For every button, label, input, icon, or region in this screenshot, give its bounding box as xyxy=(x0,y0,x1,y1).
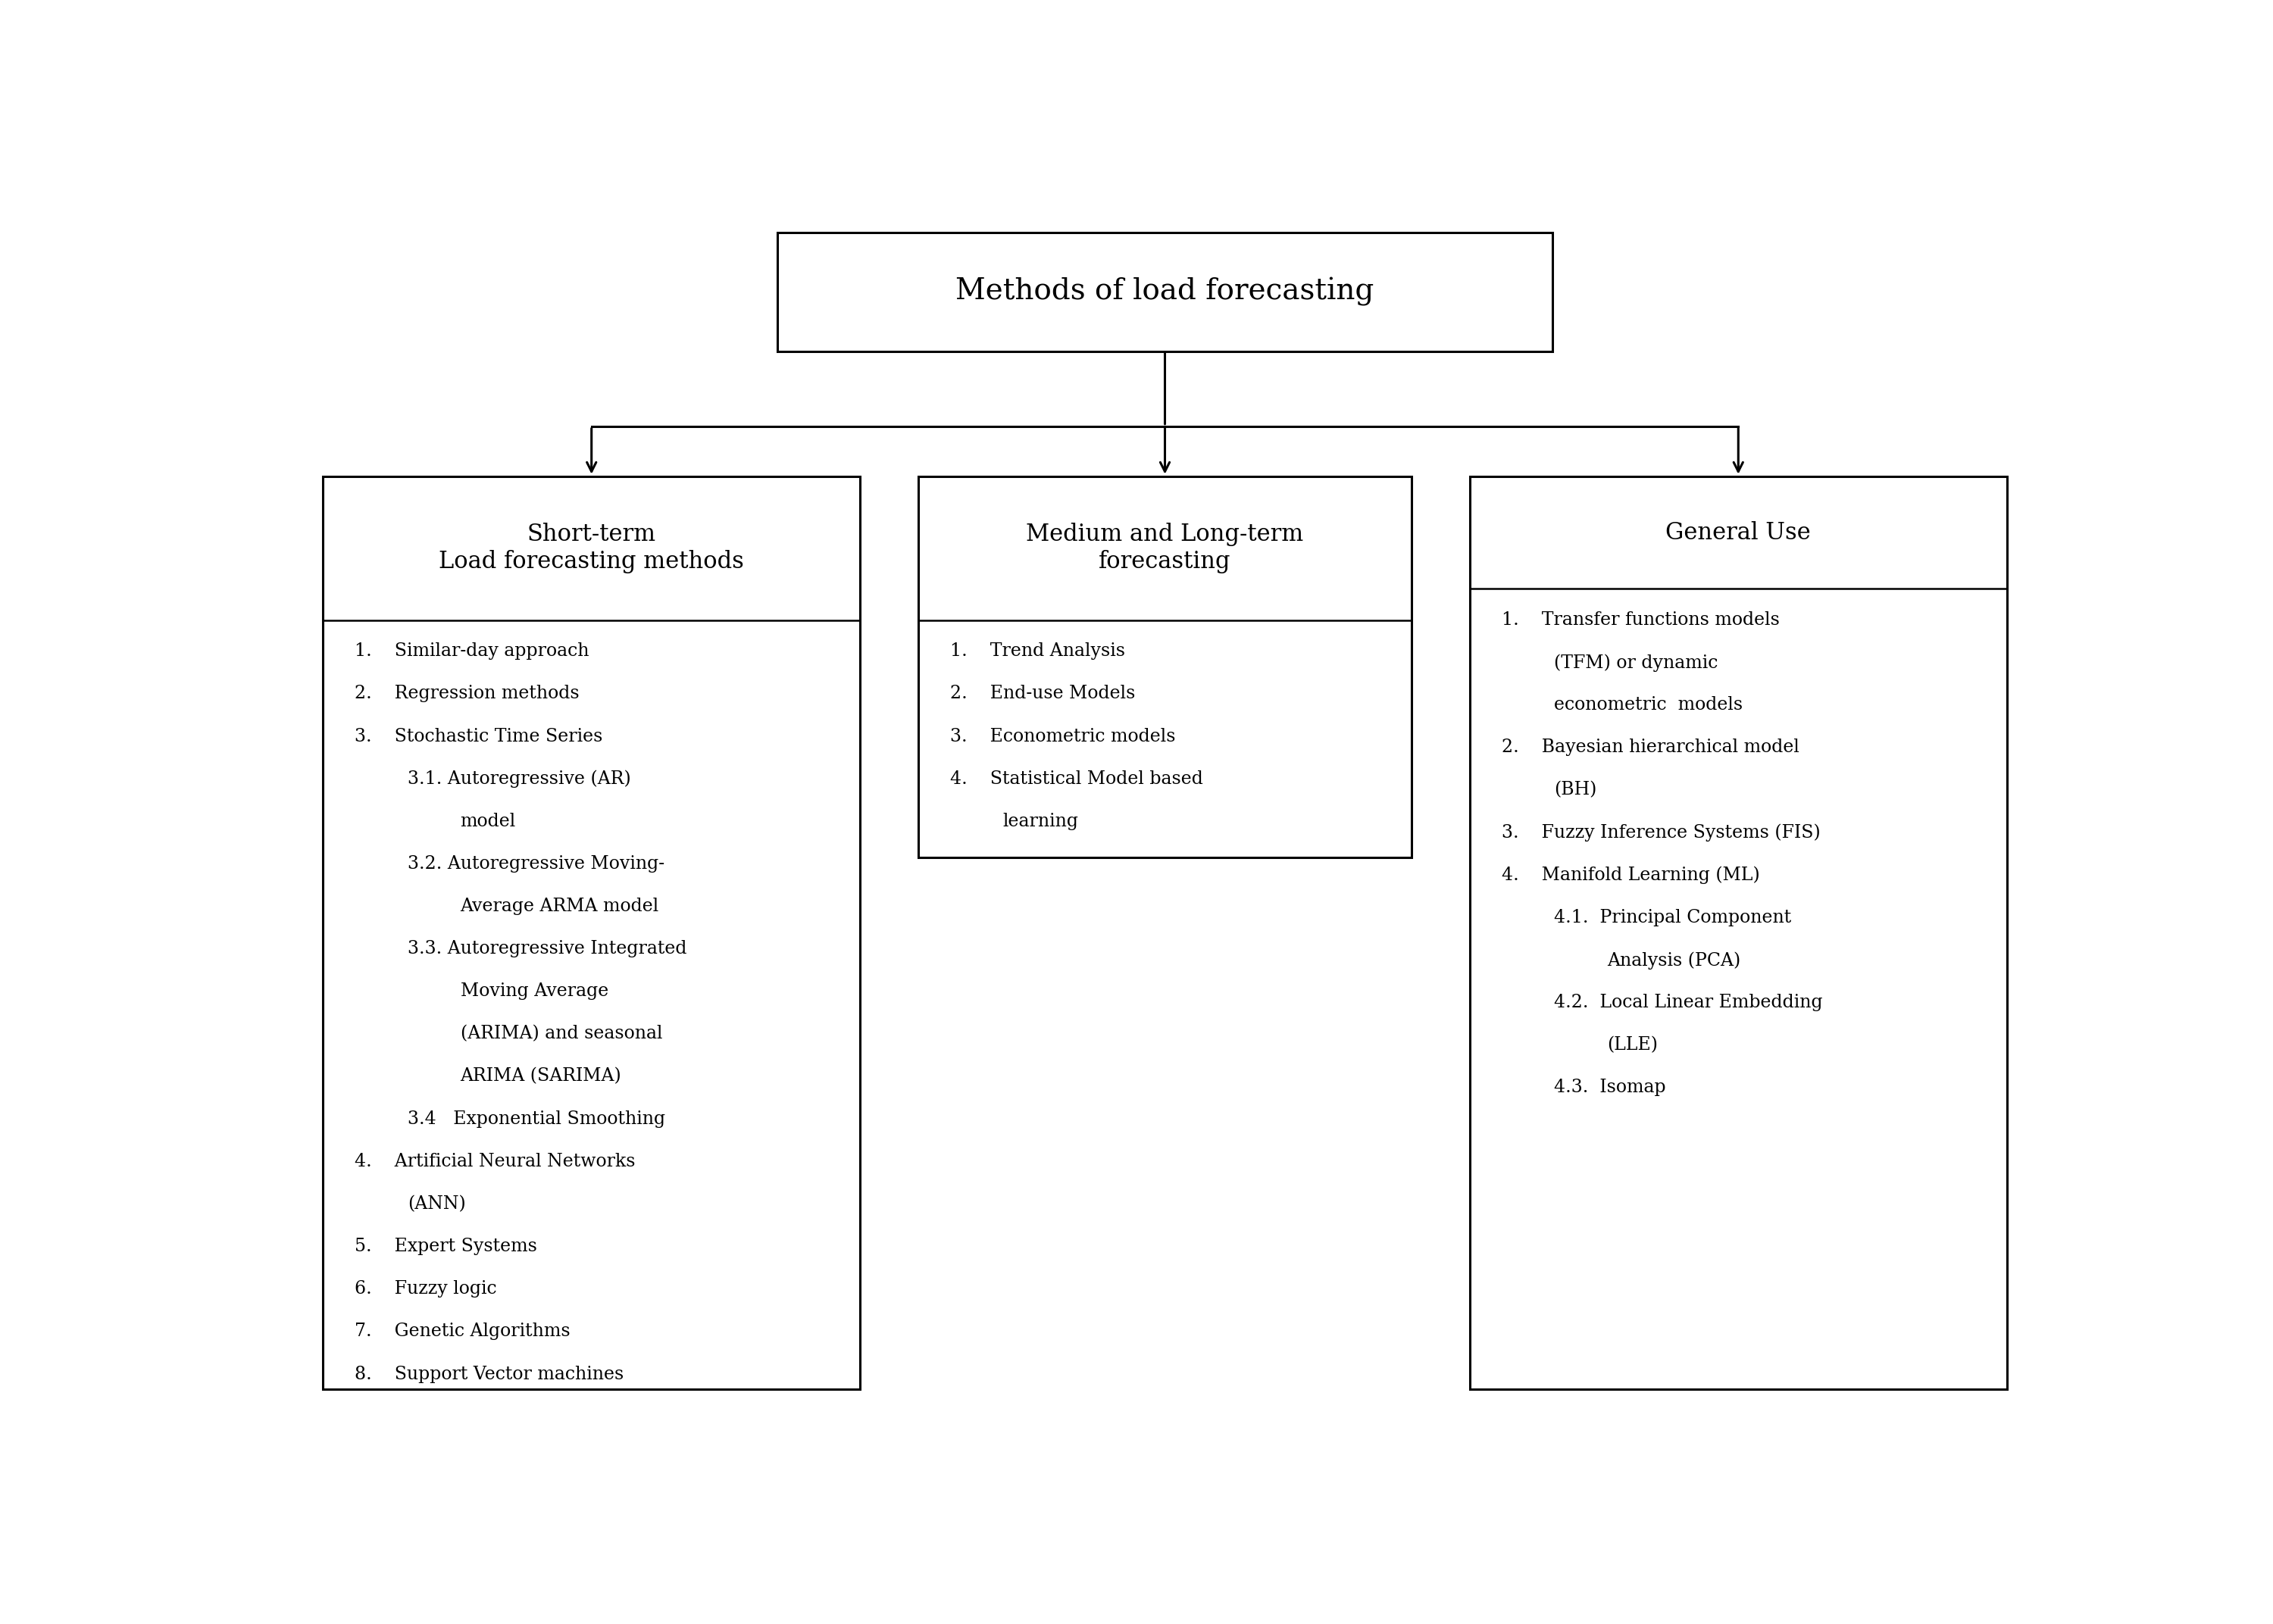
Text: (ANN): (ANN) xyxy=(407,1195,466,1213)
Text: Methods of load forecasting: Methods of load forecasting xyxy=(955,278,1375,307)
Text: econometric  models: econometric models xyxy=(1555,697,1743,713)
FancyBboxPatch shape xyxy=(323,476,859,1389)
Text: 1.    Similar-day approach: 1. Similar-day approach xyxy=(355,643,589,659)
Text: 3.    Stochastic Time Series: 3. Stochastic Time Series xyxy=(355,728,602,745)
Text: General Use: General Use xyxy=(1666,521,1812,544)
Text: (TFM) or dynamic: (TFM) or dynamic xyxy=(1555,654,1718,672)
Text: 5.    Expert Systems: 5. Expert Systems xyxy=(355,1237,536,1255)
Text: 1.    Trend Analysis: 1. Trend Analysis xyxy=(950,643,1125,659)
Text: 6.    Fuzzy logic: 6. Fuzzy logic xyxy=(355,1280,498,1298)
Text: Short-term
Load forecasting methods: Short-term Load forecasting methods xyxy=(439,523,743,573)
Text: 3.    Fuzzy Inference Systems (FIS): 3. Fuzzy Inference Systems (FIS) xyxy=(1502,823,1821,841)
Text: 3.3. Autoregressive Integrated: 3.3. Autoregressive Integrated xyxy=(407,940,686,958)
Text: Average ARMA model: Average ARMA model xyxy=(459,898,659,914)
Text: 3.2. Autoregressive Moving-: 3.2. Autoregressive Moving- xyxy=(407,856,664,872)
Text: 4.    Manifold Learning (ML): 4. Manifold Learning (ML) xyxy=(1502,866,1759,883)
Text: Moving Average: Moving Average xyxy=(459,983,609,1000)
Text: 4.3.  Isomap: 4.3. Isomap xyxy=(1555,1078,1666,1096)
Text: 2.    Regression methods: 2. Regression methods xyxy=(355,685,580,703)
Text: 1.    Transfer functions models: 1. Transfer functions models xyxy=(1502,611,1780,628)
FancyBboxPatch shape xyxy=(918,476,1412,857)
Text: 3.    Econometric models: 3. Econometric models xyxy=(950,728,1175,745)
Text: 3.1. Autoregressive (AR): 3.1. Autoregressive (AR) xyxy=(407,770,630,788)
Text: 8.    Support Vector machines: 8. Support Vector machines xyxy=(355,1366,623,1382)
Text: 4.    Statistical Model based: 4. Statistical Model based xyxy=(950,770,1202,788)
Text: Medium and Long-term
forecasting: Medium and Long-term forecasting xyxy=(1025,523,1305,573)
FancyBboxPatch shape xyxy=(777,232,1552,351)
FancyBboxPatch shape xyxy=(1471,476,2007,1389)
Text: 3.4   Exponential Smoothing: 3.4 Exponential Smoothing xyxy=(407,1111,666,1127)
Text: ARIMA (SARIMA): ARIMA (SARIMA) xyxy=(459,1067,621,1085)
Text: (BH): (BH) xyxy=(1555,781,1598,799)
Text: learning: learning xyxy=(1002,812,1080,830)
Text: 4.    Artificial Neural Networks: 4. Artificial Neural Networks xyxy=(355,1153,634,1171)
Text: 2.    Bayesian hierarchical model: 2. Bayesian hierarchical model xyxy=(1502,739,1798,757)
Text: 4.2.  Local Linear Embedding: 4.2. Local Linear Embedding xyxy=(1555,994,1823,1012)
Text: (ARIMA) and seasonal: (ARIMA) and seasonal xyxy=(459,1025,661,1043)
Text: (LLE): (LLE) xyxy=(1607,1036,1657,1054)
Text: Analysis (PCA): Analysis (PCA) xyxy=(1607,952,1741,970)
Text: 2.    End-use Models: 2. End-use Models xyxy=(950,685,1134,703)
Text: model: model xyxy=(459,812,516,830)
Text: 4.1.  Principal Component: 4.1. Principal Component xyxy=(1555,909,1791,926)
Text: 7.    Genetic Algorithms: 7. Genetic Algorithms xyxy=(355,1324,571,1340)
